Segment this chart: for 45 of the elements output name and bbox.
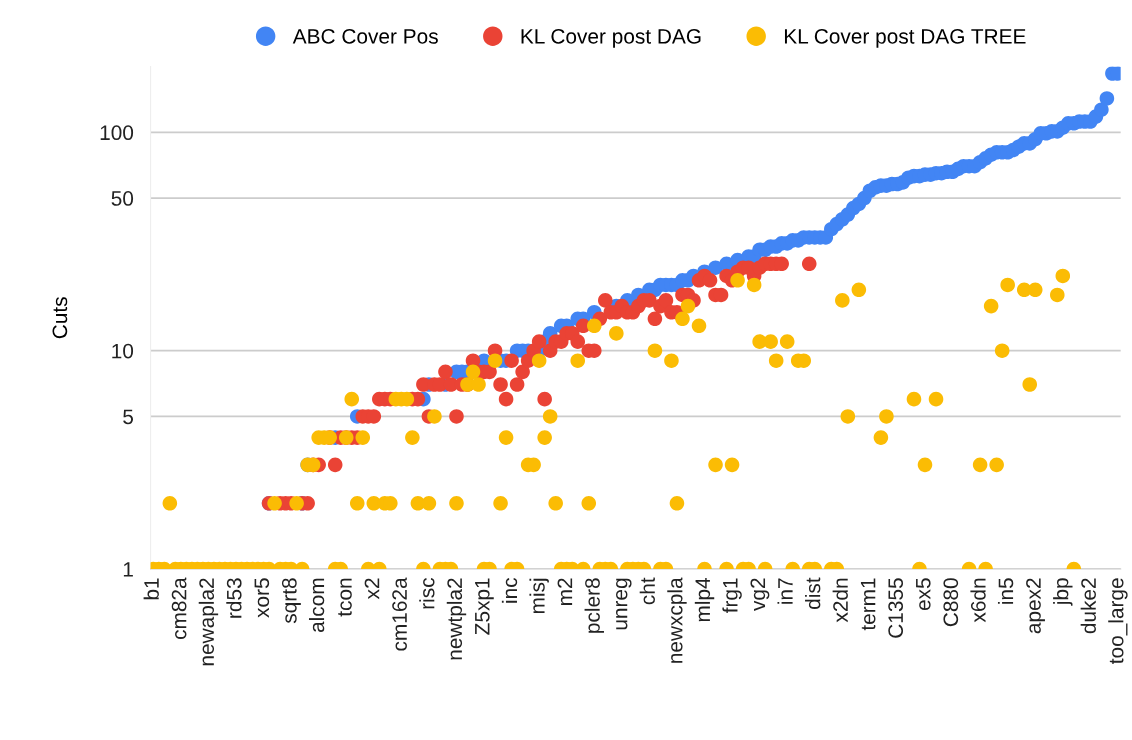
x-tick-label: newxcpla	[667, 577, 687, 663]
y-tick-label: 100	[100, 125, 134, 141]
legend-label: KL Cover post DAG	[521, 28, 701, 48]
x-tick-label: sqrt8	[281, 578, 301, 624]
x-tick-label: C1355	[888, 578, 904, 638]
x-tick-label: cm82a	[171, 577, 187, 640]
x-tick-label: xor5	[254, 578, 270, 618]
x-tick-label: vg2	[750, 578, 770, 611]
x-tick-label: cm162a	[392, 577, 407, 651]
x-tick-label: m2	[557, 578, 573, 605]
x-tick-label: x6dn	[970, 578, 986, 623]
x-tick-label: rd53	[226, 578, 242, 618]
x-tick-label: b1	[143, 578, 159, 600]
x-tick-label: pcler8	[584, 578, 604, 633]
y-tick-label: 1	[123, 562, 133, 577]
x-tick-label: in7	[777, 578, 793, 604]
x-tick-label: jbp	[1053, 578, 1073, 606]
x-tick-label: Z5xp1	[475, 578, 494, 635]
x-tick-label: dist	[805, 577, 821, 609]
x-tick-label: mlp4	[694, 578, 715, 622]
y-axis-title: Cuts	[52, 297, 68, 339]
x-tick-label: term1	[860, 578, 876, 631]
x-tick-label: unreg	[616, 578, 632, 630]
x-tick-label: misj	[529, 578, 549, 614]
legend-label: ABC Cover Pos	[292, 28, 438, 44]
x-tick-label: x2	[364, 578, 380, 600]
x-tick-label: newapla2	[198, 578, 219, 666]
x-tick-label: alcom	[308, 578, 325, 633]
x-tick-label: C880	[943, 578, 959, 627]
x-tick-label: apex2	[1026, 578, 1045, 634]
x-tick-label: in5	[997, 578, 1014, 604]
x-tick-label: x2dn	[832, 578, 848, 623]
x-tick-label: risc	[419, 577, 435, 609]
x-tick-label: tcon	[338, 578, 352, 617]
x-tick-label: ex5	[916, 578, 931, 611]
x-tick-label: duke2	[1080, 578, 1096, 634]
y-tick-label: 5	[123, 409, 134, 425]
x-tick-label: cht	[639, 577, 655, 605]
y-tick-label: 10	[112, 343, 134, 359]
legend-label: KL Cover post DAG TREE	[784, 28, 1026, 48]
x-tick-label: inc	[501, 577, 518, 603]
x-tick-label: frg1	[722, 578, 742, 613]
x-tick-label: too_large	[1108, 578, 1128, 664]
x-tick-label: newtpla2	[446, 578, 467, 660]
y-tick-label: 50	[111, 191, 134, 206]
